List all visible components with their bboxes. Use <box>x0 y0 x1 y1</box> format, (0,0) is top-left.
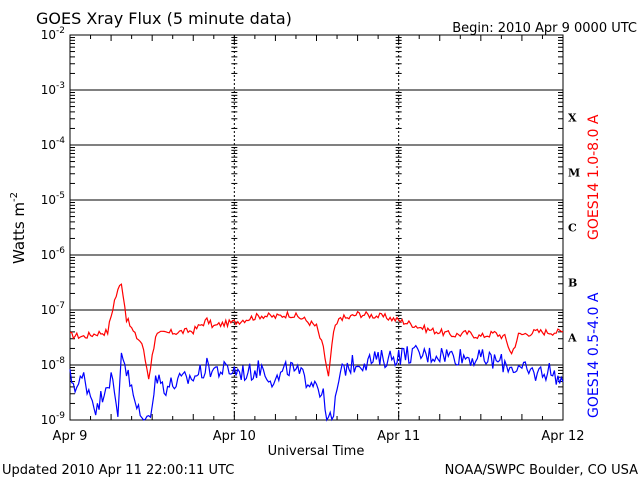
y-axis-label: Watts m-2 <box>9 192 28 264</box>
series-line-long-channel <box>70 283 564 380</box>
series-line-short-channel <box>69 344 564 422</box>
axis-ticks <box>69 35 564 421</box>
plot-frame <box>69 34 564 421</box>
y-tick-label: 10-8 <box>41 356 66 372</box>
y-axis-label-text: Watts m <box>10 202 28 264</box>
x-tick-label: Apr 12 <box>541 429 584 444</box>
y-tick-label: 10-7 <box>41 301 65 317</box>
chart-title: GOES Xray Flux (5 minute data) <box>36 9 292 28</box>
flare-class-label: X <box>568 112 577 125</box>
y-tick-label: 10-3 <box>41 81 65 97</box>
x-tick-label: Apr 10 <box>213 429 256 444</box>
begin-time-label: Begin: 2010 Apr 9 0000 UTC <box>452 21 637 36</box>
x-axis-label: Universal Time <box>268 444 365 459</box>
y-tick-label: 10-9 <box>41 411 66 427</box>
grid-lines <box>70 35 563 420</box>
y-axis-label-exponent: -2 <box>9 192 20 202</box>
legend-short-channel: GOES14 0.5-4.0 A <box>586 292 602 418</box>
flare-class-labels: A B C M X <box>567 112 580 345</box>
y-tick-label: 10-4 <box>41 136 66 152</box>
x-tick-labels: Apr 9 Apr 10 Apr 11 Apr 12 <box>53 429 585 444</box>
credit-label: NOAA/SWPC Boulder, CO USA <box>445 463 638 478</box>
y-tick-label: 10-6 <box>41 246 66 262</box>
x-tick-label: Apr 11 <box>377 429 420 444</box>
legend-long-channel: GOES14 1.0-8.0 A <box>586 114 602 240</box>
y-tick-label: 10-2 <box>41 26 65 42</box>
y-tick-label: 10-5 <box>41 191 65 207</box>
flare-class-label: A <box>567 332 577 345</box>
y-tick-labels: 10-9 10-8 10-7 10-6 10-5 10-4 10-3 10-2 <box>41 26 66 427</box>
x-tick-label: Apr 9 <box>53 429 88 444</box>
flare-class-label: C <box>568 222 577 235</box>
updated-timestamp: Updated 2010 Apr 11 22:00:11 UTC <box>2 463 234 478</box>
flare-class-label: B <box>568 277 577 290</box>
flare-class-label: M <box>568 167 580 180</box>
